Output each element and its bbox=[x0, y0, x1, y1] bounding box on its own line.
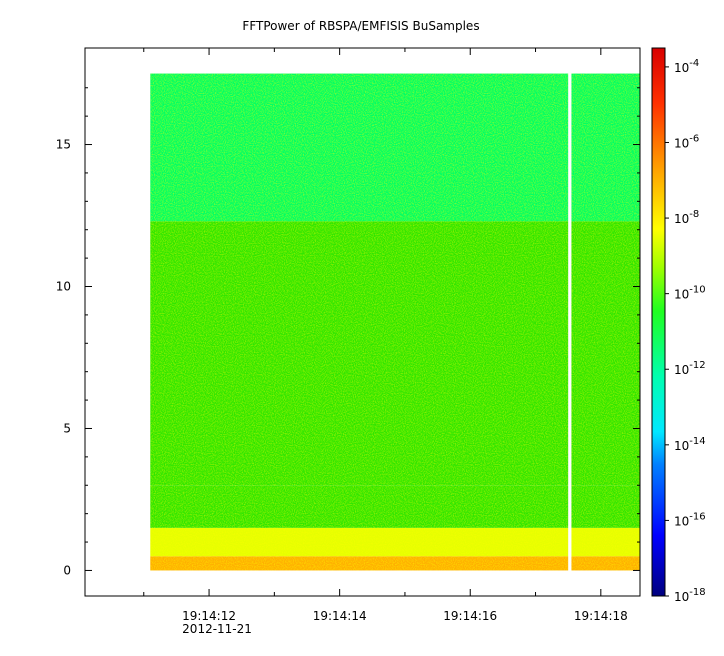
x-tick-label: 19:14:16 bbox=[443, 609, 497, 623]
colorbar-axis: 10-4 10-6 10-8 10-10 10-12 10-14 10-16 10-18 bbox=[665, 58, 706, 604]
spectrogram-heatmap bbox=[150, 48, 640, 596]
x-date-label: 2012-11-21 bbox=[182, 622, 252, 636]
colorbar-tick-label: 10-4 bbox=[674, 58, 699, 75]
plot-frame bbox=[84, 47, 641, 597]
noise-texture bbox=[150, 73, 640, 571]
colorbar-tick-label: 10-18 bbox=[674, 587, 706, 604]
colorbar-tick-label: 10-10 bbox=[674, 285, 706, 302]
chart-title: FFTPower of RBSPA/EMFISIS BuSamples bbox=[242, 19, 479, 33]
y-tick-label: 15 bbox=[56, 138, 71, 152]
y-tick-label: 0 bbox=[63, 563, 71, 577]
x-tick-label: 19:14:18 bbox=[574, 609, 628, 623]
y-tick-label: 5 bbox=[63, 421, 71, 435]
colorbar bbox=[651, 47, 666, 597]
x-tick-label: 19:14:14 bbox=[313, 609, 367, 623]
colorbar-tick-label: 10-6 bbox=[674, 133, 699, 150]
colorbar-tick-label: 10-12 bbox=[674, 360, 706, 377]
colorbar-tick-label: 10-8 bbox=[674, 209, 699, 226]
y-tick-label: 10 bbox=[56, 280, 71, 294]
y-axis: 0 5 10 15 bbox=[56, 87, 640, 577]
colorbar-tick-label: 10-14 bbox=[674, 436, 706, 453]
data-gap bbox=[568, 48, 572, 596]
colorbar-tick-label: 10-16 bbox=[674, 511, 706, 528]
x-tick-label: 19:14:12 bbox=[182, 609, 236, 623]
